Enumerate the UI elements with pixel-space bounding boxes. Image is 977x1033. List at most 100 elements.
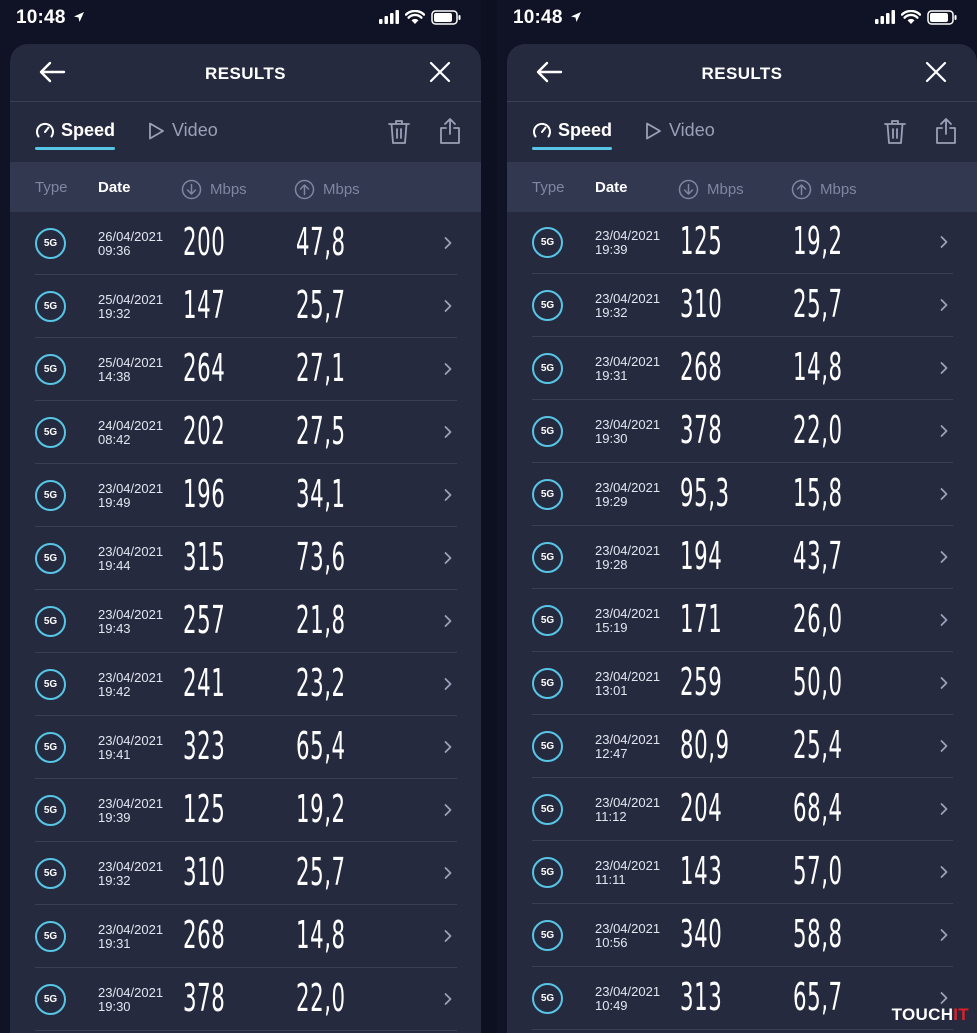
table-row[interactable]: 5G 25/04/2021 19:32 147 25,7 (10, 275, 481, 338)
download-speed-value: 257 (183, 598, 226, 642)
table-row[interactable]: 5G 25/04/2021 14:38 264 27,1 (10, 338, 481, 401)
row-date: 25/04/2021 (98, 355, 164, 370)
play-icon (646, 122, 661, 140)
network-type-badge: 5G (35, 669, 66, 700)
upload-speed-value: 47,8 (296, 220, 346, 264)
column-upload-header[interactable]: Mbps (791, 179, 857, 200)
wifi-icon (901, 9, 921, 24)
tab-speed[interactable]: Speed (35, 120, 116, 150)
upload-speed-value: 58,8 (793, 912, 843, 956)
upload-speed-value: 25,7 (296, 283, 346, 327)
table-row[interactable]: 5G 23/04/2021 19:30 378 22,0 (10, 968, 481, 1031)
row-time: 19:43 (98, 621, 131, 636)
table-row[interactable]: 5G 23/04/2021 19:31 268 14,8 (507, 337, 977, 400)
table-row[interactable]: 5G 23/04/2021 11:11 143 57,0 (507, 841, 977, 904)
table-row[interactable]: 5G 23/04/2021 19:32 310 25,7 (10, 842, 481, 905)
battery-icon (927, 9, 957, 25)
column-date-header[interactable]: Date (98, 179, 131, 196)
table-row[interactable]: 5G 23/04/2021 19:32 310 25,7 (507, 274, 977, 337)
download-speed-value: 259 (680, 660, 723, 704)
column-date-header[interactable]: Date (595, 179, 628, 196)
phone-screen-left: 10:48 RESULTS Speed Video (0, 0, 481, 1033)
table-row[interactable]: 5G 26/04/2021 09:36 200 47,8 (10, 212, 481, 275)
trash-icon[interactable] (387, 118, 411, 146)
upload-speed-value: 57,0 (793, 849, 843, 893)
table-row[interactable]: 5G 23/04/2021 19:39 125 19,2 (10, 779, 481, 842)
table-row[interactable]: 5G 23/04/2021 19:43 257 21,8 (10, 590, 481, 653)
results-header: RESULTS (507, 44, 977, 102)
upload-speed-value: 25,7 (296, 850, 346, 894)
table-row[interactable]: 5G 23/04/2021 10:56 340 58,8 (507, 904, 977, 967)
table-row[interactable]: 5G 23/04/2021 15:19 171 26,0 (507, 589, 977, 652)
download-speed-value: 268 (183, 913, 226, 957)
speedometer-icon (533, 122, 551, 138)
wifi-icon (405, 9, 425, 24)
network-type-badge: 5G (532, 668, 563, 699)
column-download-header[interactable]: Mbps (678, 179, 744, 200)
table-row[interactable]: 5G 23/04/2021 12:47 80,9 25,4 (507, 715, 977, 778)
results-sheet: RESULTS Speed Video Type Date Mbps (507, 44, 977, 1033)
table-row[interactable]: 5G 23/04/2021 19:31 268 14,8 (10, 905, 481, 968)
download-speed-value: 125 (680, 219, 723, 263)
close-icon[interactable] (925, 61, 947, 83)
row-date: 23/04/2021 (595, 480, 661, 495)
upload-speed-value: 68,4 (793, 786, 843, 830)
chevron-right-icon (940, 236, 948, 248)
upload-speed-value: 25,7 (793, 282, 843, 326)
share-icon[interactable] (439, 117, 461, 145)
column-upload-header[interactable]: Mbps (294, 179, 360, 200)
table-row[interactable]: 5G 23/04/2021 19:28 194 43,7 (507, 526, 977, 589)
row-date: 23/04/2021 (98, 670, 164, 685)
download-speed-value: 202 (183, 409, 226, 453)
upload-speed-value: 43,7 (793, 534, 843, 578)
network-type-badge: 5G (532, 479, 563, 510)
table-row[interactable]: 5G 23/04/2021 19:41 323 65,4 (10, 716, 481, 779)
download-speed-value: 315 (183, 535, 226, 579)
battery-icon (431, 9, 461, 25)
row-time: 19:39 (595, 242, 628, 257)
download-speed-value: 323 (183, 724, 226, 768)
trash-icon[interactable] (883, 118, 907, 146)
table-row[interactable]: 5G 23/04/2021 13:01 259 50,0 (507, 652, 977, 715)
download-speed-value: 378 (183, 976, 226, 1020)
upload-speed-value: 50,0 (793, 660, 843, 704)
row-datetime: 23/04/2021 19:44 (98, 545, 163, 573)
table-row[interactable]: 5G 23/04/2021 11:12 204 68,4 (507, 778, 977, 841)
download-speed-value: 264 (183, 346, 226, 390)
column-type-header[interactable]: Type (532, 179, 565, 196)
table-row[interactable]: 5G 23/04/2021 19:42 241 23,2 (10, 653, 481, 716)
back-arrow-icon[interactable] (38, 60, 66, 84)
upload-speed-value: 26,0 (793, 597, 843, 641)
upload-speed-value: 25,4 (793, 723, 843, 767)
close-icon[interactable] (429, 61, 451, 83)
upload-speed-value: 22,0 (793, 408, 843, 452)
table-row[interactable]: 5G 23/04/2021 19:29 95,3 15,8 (507, 463, 977, 526)
table-row[interactable]: 5G 23/04/2021 19:39 125 19,2 (507, 211, 977, 274)
phone-screen-right: 10:48 RESULTS Speed Video (497, 0, 977, 1033)
row-date: 23/04/2021 (98, 859, 164, 874)
tab-video[interactable]: Video (643, 120, 715, 150)
table-row[interactable]: 5G 23/04/2021 10:49 313 65,7 (507, 967, 977, 1030)
chevron-right-icon (940, 677, 948, 689)
network-type-badge: 5G (35, 417, 66, 448)
tab-video-label: Video (669, 120, 715, 140)
row-date: 23/04/2021 (98, 796, 164, 811)
share-icon[interactable] (935, 117, 957, 145)
network-type-badge: 5G (35, 858, 66, 889)
row-date: 23/04/2021 (595, 795, 661, 810)
chevron-right-icon (444, 237, 452, 249)
column-download-header[interactable]: Mbps (181, 179, 247, 200)
chevron-right-icon (444, 300, 452, 312)
tab-speed[interactable]: Speed (532, 120, 613, 150)
upload-speed-value: 19,2 (296, 787, 346, 831)
table-row[interactable]: 5G 23/04/2021 19:44 315 73,6 (10, 527, 481, 590)
upload-speed-value: 14,8 (296, 913, 346, 957)
back-arrow-icon[interactable] (535, 60, 563, 84)
table-row[interactable]: 5G 24/04/2021 08:42 202 27,5 (10, 401, 481, 464)
tab-video[interactable]: Video (146, 120, 218, 150)
table-row[interactable]: 5G 23/04/2021 19:49 196 34,1 (10, 464, 481, 527)
row-datetime: 23/04/2021 19:29 (595, 481, 660, 509)
column-type-header[interactable]: Type (35, 179, 68, 196)
results-sheet: RESULTS Speed Video Type Date Mbps (10, 44, 481, 1033)
table-row[interactable]: 5G 23/04/2021 19:30 378 22,0 (507, 400, 977, 463)
